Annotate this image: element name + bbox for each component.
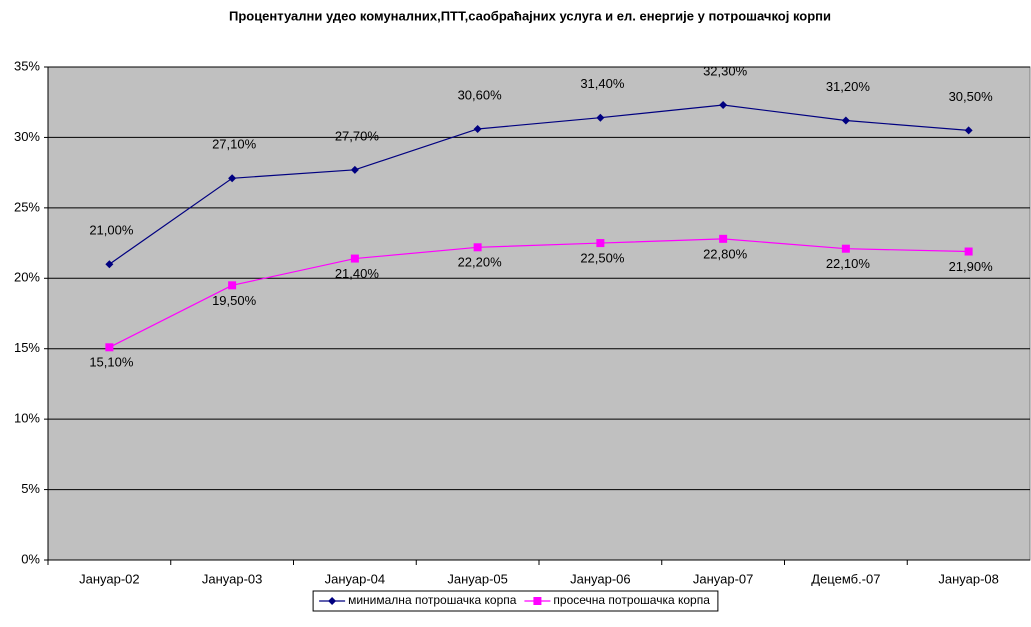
y-tick-label: 10%	[14, 411, 40, 426]
legend-box	[312, 590, 719, 612]
legend-label: просечна потрошачка корпа	[553, 593, 710, 607]
y-tick-label: 20%	[14, 270, 40, 285]
series-line	[109, 104, 969, 265]
marker	[841, 244, 850, 253]
marker	[228, 174, 237, 183]
chart-title: Процентуални удео комуналних,ПТТ,саобраћ…	[229, 8, 831, 23]
data-label: 21,90%	[949, 259, 994, 274]
x-tick-label: Јануар-08	[938, 571, 999, 586]
plot-area	[47, 66, 1031, 561]
x-tick-label: Јануар-02	[79, 571, 140, 586]
x-tick-label: Јануар-06	[570, 571, 631, 586]
x-tick-label: Јануар-03	[202, 571, 263, 586]
data-label: 21,40%	[335, 266, 380, 281]
y-tick-label: 5%	[21, 481, 40, 496]
marker	[228, 281, 237, 290]
x-tick-label: Јануар-04	[325, 571, 386, 586]
marker	[964, 126, 973, 135]
legend: минимална потрошачка корпа просечна потро…	[312, 590, 719, 612]
marker	[350, 254, 359, 263]
marker	[105, 260, 114, 269]
y-tick-label: 25%	[14, 199, 40, 214]
marker	[841, 116, 850, 125]
marker	[596, 239, 605, 248]
x-tick-label: Јануар-05	[447, 571, 508, 586]
marker	[719, 101, 728, 110]
marker	[533, 597, 542, 605]
marker	[105, 343, 114, 352]
marker	[473, 124, 482, 133]
data-label: 27,10%	[212, 137, 257, 152]
y-tick-label: 30%	[14, 129, 40, 144]
marker	[473, 243, 482, 252]
x-tick-label: Јануар-07	[693, 571, 754, 586]
y-tick-label: 35%	[14, 58, 40, 73]
marker	[328, 597, 337, 605]
data-label: 31,20%	[826, 79, 871, 94]
data-label: 22,80%	[703, 246, 748, 261]
data-label: 27,70%	[335, 128, 380, 143]
data-label: 15,10%	[89, 355, 134, 370]
data-label: 30,50%	[949, 89, 994, 104]
y-tick-label: 15%	[14, 340, 40, 355]
data-label: 19,50%	[212, 293, 257, 308]
legend-label: минимална потрошачка корпа	[348, 593, 517, 607]
y-tick-label: 0%	[21, 551, 40, 566]
data-label: 22,20%	[458, 255, 503, 270]
data-label: 22,10%	[826, 256, 871, 271]
data-label: 32,30%	[703, 63, 748, 78]
marker	[350, 165, 359, 174]
data-label: 31,40%	[580, 76, 625, 91]
data-label: 21,00%	[89, 223, 134, 238]
data-label: 30,60%	[458, 87, 503, 102]
x-tick-label: Децемб.-07	[811, 571, 880, 586]
marker	[964, 247, 973, 256]
data-label: 22,50%	[580, 251, 625, 266]
marker	[596, 113, 605, 122]
series-line	[109, 238, 969, 348]
marker	[719, 234, 728, 243]
